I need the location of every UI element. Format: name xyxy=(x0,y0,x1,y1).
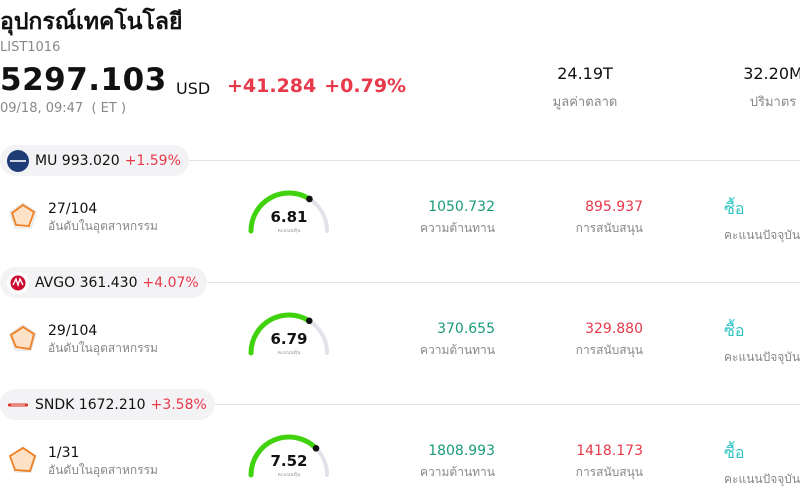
score-gauge xyxy=(248,434,329,478)
resistance-label: ความต้านทาน xyxy=(420,221,495,235)
resistance-block: 370.655 ความต้านทาน xyxy=(395,321,495,360)
price-timestamp: 09/18, 09:47 ( ET ) xyxy=(0,101,127,116)
gauge-marker xyxy=(305,317,313,325)
stock-symbol: SNDK xyxy=(35,396,75,413)
market-cap-label: มูลค่าตลาด xyxy=(552,95,618,110)
stock-change-percent: +4.07% xyxy=(142,274,199,291)
industry-rank-label: อันดับในอุตสาหกรรม xyxy=(48,341,158,355)
stock-symbol: MU xyxy=(35,152,58,169)
stock-section[interactable]: MU 993.020 +1.59% 27/104 อันดับในอุตสาหก… xyxy=(0,145,800,267)
stock-score-label: คะแนนหุ้น xyxy=(277,472,301,478)
gauge-marker xyxy=(312,445,320,452)
index-price: 5297.103 xyxy=(0,62,167,98)
industry-rank-label: อันดับในอุตสาหกรรม xyxy=(48,463,158,477)
stock-section[interactable]: AVGO 361.430 +4.07% 29/104 อันดับในอุตสา… xyxy=(0,267,800,389)
price-change: +41.284 +0.79% xyxy=(227,75,406,97)
volume-value: 32.20M xyxy=(743,64,800,83)
stock-price: 993.020 xyxy=(61,152,120,169)
page-title: อุปกรณ์เทคโนโลยี xyxy=(0,9,183,35)
market-cap-stat: 24.19T มูลค่าตลาด xyxy=(540,64,630,112)
stock-section[interactable]: SNDK 1672.210 +3.58% 1/31 อันดับในอุตสาห… xyxy=(0,389,800,499)
stock-symbol: AVGO xyxy=(35,274,76,291)
resistance-label: ความต้านทาน xyxy=(420,343,495,357)
gauge-fill xyxy=(248,312,312,356)
micron-logo-icon xyxy=(7,149,29,172)
resistance-value: 370.655 xyxy=(437,321,495,337)
radar-icon xyxy=(9,202,37,229)
score-gauge xyxy=(248,190,329,234)
stock-score: 7.52 xyxy=(270,452,308,470)
support-value: 895.937 xyxy=(585,199,643,215)
stock-change-percent: +1.59% xyxy=(124,152,181,169)
section-divider xyxy=(180,160,800,161)
support-block: 329.880 การสนับสนุน xyxy=(543,321,643,360)
stock-score-label: คะแนนหุ้น xyxy=(277,350,301,356)
rating-value[interactable]: ซื้อ xyxy=(724,443,745,462)
volume-label: ปริมาตร xyxy=(749,95,797,110)
stock-change-percent: +3.58% xyxy=(150,396,207,413)
stock-score: 6.81 xyxy=(270,208,308,226)
resistance-label: ความต้านทาน xyxy=(420,465,495,479)
stock-chip[interactable]: AVGO 361.430 +4.07% xyxy=(0,267,207,298)
stock-price: 1672.210 xyxy=(78,396,146,413)
section-divider xyxy=(180,282,800,283)
rating-label: คะแนนปัจจุบัน xyxy=(724,350,800,364)
support-value: 329.880 xyxy=(585,321,643,337)
rating-block[interactable]: ซื้อ คะแนนปัจจุบัน xyxy=(724,319,800,367)
score-gauge xyxy=(248,312,329,356)
rating-block[interactable]: ซื้อ คะแนนปัจจุบัน xyxy=(724,197,800,245)
resistance-block: 1808.993 ความต้านทาน xyxy=(395,443,495,482)
resistance-value: 1050.732 xyxy=(428,199,495,215)
section-divider xyxy=(180,404,800,405)
gauge-marker xyxy=(306,195,313,203)
support-block: 1418.173 การสนับสนุน xyxy=(543,443,643,482)
stock-price: 361.430 xyxy=(79,274,138,291)
support-label: การสนับสนุน xyxy=(575,221,643,235)
broadcom-logo-icon xyxy=(7,271,29,294)
support-label: การสนับสนุน xyxy=(575,343,643,357)
support-value: 1418.173 xyxy=(576,443,643,459)
stock-score: 6.79 xyxy=(270,330,308,348)
stock-score-label: คะแนนหุ้น xyxy=(277,228,301,234)
industry-rank-label: อันดับในอุตสาหกรรม xyxy=(48,219,158,233)
industry-rank: 27/104 xyxy=(48,201,98,217)
stock-chip[interactable]: SNDK 1672.210 +3.58% xyxy=(0,389,215,420)
market-cap-value: 24.19T xyxy=(557,64,613,83)
gauge-fill xyxy=(248,190,312,234)
support-block: 895.937 การสนับสนุน xyxy=(543,199,643,238)
radar-icon xyxy=(8,446,37,473)
gauge-fill xyxy=(248,434,319,478)
support-label: การสนับสนุน xyxy=(575,465,643,479)
rating-value[interactable]: ซื้อ xyxy=(724,199,745,218)
rating-label: คะแนนปัจจุบัน xyxy=(724,472,800,486)
radar-icon xyxy=(9,324,37,351)
list-code: LIST1016 xyxy=(0,40,61,55)
rating-block[interactable]: ซื้อ คะแนนปัจจุบัน xyxy=(724,441,800,489)
rating-value[interactable]: ซื้อ xyxy=(724,321,745,340)
resistance-value: 1808.993 xyxy=(428,443,495,459)
stock-chip[interactable]: MU 993.020 +1.59% xyxy=(0,145,189,176)
rating-label: คะแนนปัจจุบัน xyxy=(724,228,800,242)
sandisk-logo-icon xyxy=(7,394,29,416)
industry-rank: 1/31 xyxy=(48,445,80,461)
industry-rank: 29/104 xyxy=(48,323,98,339)
price-currency: USD xyxy=(176,79,211,98)
price-change-value: +41.284 xyxy=(227,75,317,97)
price-change-percent: +0.79% xyxy=(324,75,407,97)
resistance-block: 1050.732 ความต้านทาน xyxy=(395,199,495,238)
volume-stat: 32.20M ปริมาตร xyxy=(728,64,800,112)
